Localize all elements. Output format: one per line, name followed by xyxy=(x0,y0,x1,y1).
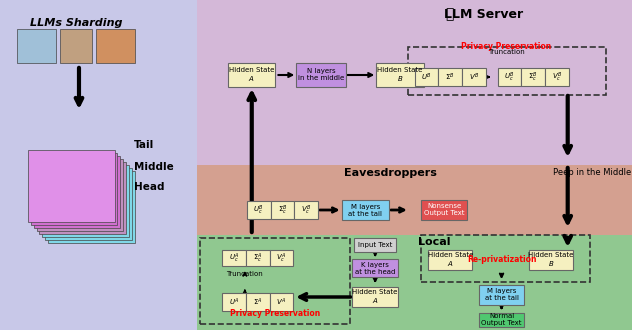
Text: N layers
in the middle: N layers in the middle xyxy=(298,69,344,82)
FancyBboxPatch shape xyxy=(45,168,132,240)
FancyBboxPatch shape xyxy=(421,200,467,220)
FancyBboxPatch shape xyxy=(545,68,569,86)
FancyBboxPatch shape xyxy=(269,250,293,266)
FancyBboxPatch shape xyxy=(247,201,271,219)
FancyBboxPatch shape xyxy=(60,29,92,63)
FancyBboxPatch shape xyxy=(479,285,524,305)
Text: LLMs Sharding: LLMs Sharding xyxy=(29,18,122,28)
FancyBboxPatch shape xyxy=(522,68,545,86)
FancyBboxPatch shape xyxy=(198,0,632,165)
FancyBboxPatch shape xyxy=(296,63,346,87)
FancyBboxPatch shape xyxy=(96,29,135,63)
Text: Head: Head xyxy=(134,182,164,192)
FancyBboxPatch shape xyxy=(462,68,486,86)
Text: $\Sigma_c^B$: $\Sigma_c^B$ xyxy=(529,70,538,83)
Text: $U_c^B$: $U_c^B$ xyxy=(504,70,515,83)
Text: Truncation: Truncation xyxy=(488,49,525,55)
FancyBboxPatch shape xyxy=(40,162,126,234)
Text: Truncation: Truncation xyxy=(227,271,263,277)
FancyBboxPatch shape xyxy=(353,259,398,277)
Text: Middle: Middle xyxy=(134,162,174,172)
Text: Hidden State
$B$: Hidden State $B$ xyxy=(528,252,573,268)
FancyBboxPatch shape xyxy=(429,250,472,270)
FancyBboxPatch shape xyxy=(33,156,120,228)
FancyBboxPatch shape xyxy=(479,313,524,327)
Text: M layers
at the tail: M layers at the tail xyxy=(348,204,382,216)
Text: K layers
at the head: K layers at the head xyxy=(355,261,396,275)
FancyBboxPatch shape xyxy=(498,68,522,86)
Text: Privacy Preservation: Privacy Preservation xyxy=(461,42,552,51)
FancyBboxPatch shape xyxy=(198,165,632,235)
Text: $\Sigma_c^B$: $\Sigma_c^B$ xyxy=(278,203,287,217)
FancyBboxPatch shape xyxy=(438,68,462,86)
Text: $V_c^B$: $V_c^B$ xyxy=(301,203,311,217)
FancyBboxPatch shape xyxy=(342,200,388,220)
FancyBboxPatch shape xyxy=(36,159,124,231)
FancyBboxPatch shape xyxy=(376,63,424,87)
Text: Hidden State
$A$: Hidden State $A$ xyxy=(229,67,275,83)
Text: Hidden State
$A$: Hidden State $A$ xyxy=(428,252,473,268)
FancyBboxPatch shape xyxy=(269,293,293,311)
Text: $U_c^A$: $U_c^A$ xyxy=(228,251,239,265)
FancyBboxPatch shape xyxy=(228,63,275,87)
Text: M layers
at the tail: M layers at the tail xyxy=(484,288,518,302)
FancyBboxPatch shape xyxy=(222,250,246,266)
Text: Eavesdroppers: Eavesdroppers xyxy=(344,168,436,178)
FancyBboxPatch shape xyxy=(529,250,573,270)
FancyBboxPatch shape xyxy=(246,293,269,311)
Text: Input Text: Input Text xyxy=(358,242,392,248)
Text: Re-privatization: Re-privatization xyxy=(467,255,536,265)
Text: Tail: Tail xyxy=(134,140,154,150)
FancyBboxPatch shape xyxy=(222,293,246,311)
Text: $\Sigma^A$: $\Sigma^A$ xyxy=(253,296,262,308)
Text: Privacy Preservation: Privacy Preservation xyxy=(230,309,321,318)
Text: $\Sigma^B$: $\Sigma^B$ xyxy=(445,71,455,82)
Text: $V_c^A$: $V_c^A$ xyxy=(276,251,287,265)
Text: LLM Server: LLM Server xyxy=(444,8,524,21)
Text: Nonsense
Output Text: Nonsense Output Text xyxy=(424,204,465,216)
FancyBboxPatch shape xyxy=(415,68,438,86)
Text: $U_c^B$: $U_c^B$ xyxy=(253,203,264,217)
FancyBboxPatch shape xyxy=(294,201,318,219)
Text: $V_c^B$: $V_c^B$ xyxy=(552,70,562,83)
Text: 🖥: 🖥 xyxy=(445,7,453,21)
FancyBboxPatch shape xyxy=(42,165,129,237)
FancyBboxPatch shape xyxy=(0,0,198,330)
FancyBboxPatch shape xyxy=(28,150,115,222)
FancyBboxPatch shape xyxy=(355,238,396,252)
Text: Local: Local xyxy=(418,237,451,247)
FancyBboxPatch shape xyxy=(271,201,294,219)
FancyBboxPatch shape xyxy=(353,287,398,307)
Text: Peep in the Middle: Peep in the Middle xyxy=(553,168,632,177)
Text: Hidden State
$B$: Hidden State $B$ xyxy=(377,67,422,83)
Text: $U^A$: $U^A$ xyxy=(228,296,239,308)
Text: $V^B$: $V^B$ xyxy=(468,71,479,82)
Text: $\Sigma_c^A$: $\Sigma_c^A$ xyxy=(253,251,262,265)
FancyBboxPatch shape xyxy=(246,250,269,266)
Text: $V^A$: $V^A$ xyxy=(276,296,287,308)
Text: $U^B$: $U^B$ xyxy=(421,71,432,82)
FancyBboxPatch shape xyxy=(49,171,135,243)
FancyBboxPatch shape xyxy=(31,153,118,225)
Text: Hidden State
$A$: Hidden State $A$ xyxy=(353,289,398,305)
FancyBboxPatch shape xyxy=(198,235,632,330)
FancyBboxPatch shape xyxy=(17,29,56,63)
Text: Normal
Output Text: Normal Output Text xyxy=(481,314,522,326)
